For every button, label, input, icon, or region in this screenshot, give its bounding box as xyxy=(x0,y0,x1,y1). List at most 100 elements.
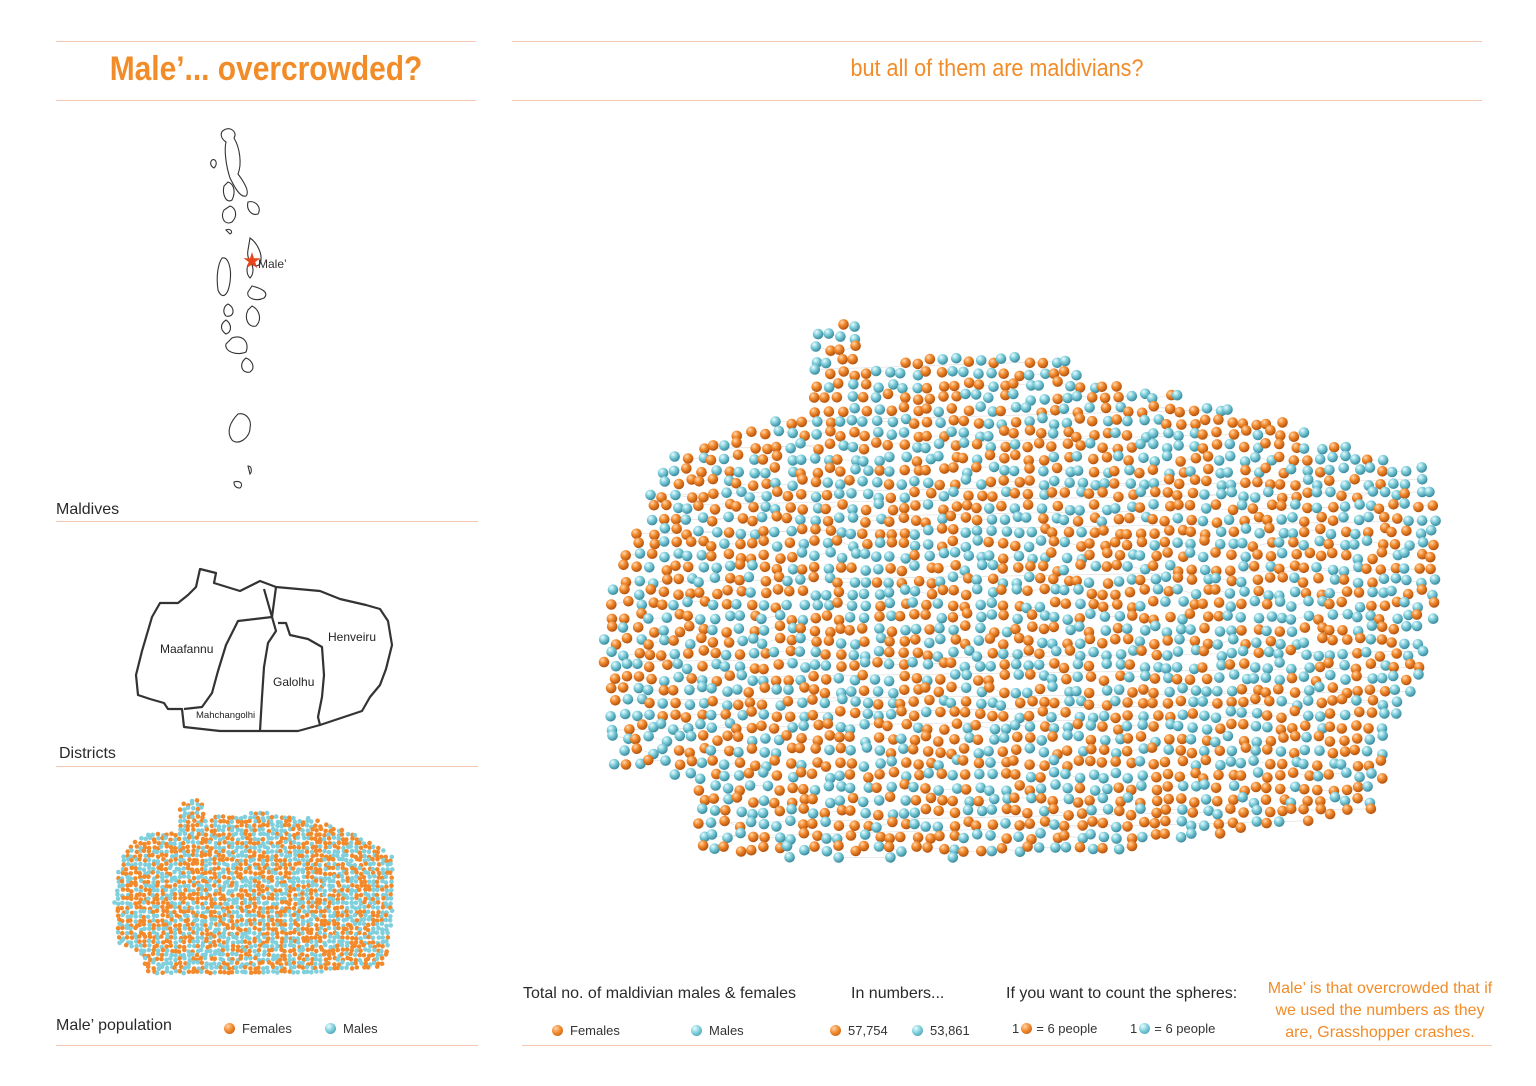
female-sphere xyxy=(643,639,654,650)
male-sphere xyxy=(1149,456,1160,467)
male-sphere xyxy=(1062,782,1073,794)
female-sphere xyxy=(674,759,686,771)
female-sphere xyxy=(269,815,275,820)
male-sphere xyxy=(1387,670,1399,682)
male-sphere xyxy=(266,866,271,871)
female-sphere xyxy=(287,845,293,850)
male-sphere xyxy=(340,939,345,944)
male-sphere xyxy=(989,723,1001,735)
male-sphere xyxy=(632,658,643,670)
female-sphere xyxy=(164,861,169,866)
female-sphere xyxy=(1176,793,1187,804)
male-sphere xyxy=(274,965,280,971)
female-sphere xyxy=(732,449,744,461)
male-sphere xyxy=(985,757,996,768)
female-sphere xyxy=(959,706,971,718)
female-sphere xyxy=(209,897,214,902)
female-sphere xyxy=(253,904,258,909)
male-sphere xyxy=(812,599,824,611)
male-sphere xyxy=(1388,478,1399,489)
male-sphere xyxy=(191,939,196,944)
female-sphere xyxy=(252,938,257,944)
male-sphere xyxy=(782,575,793,587)
male-sphere xyxy=(165,932,170,937)
male-sphere xyxy=(115,888,120,894)
male-sphere xyxy=(247,936,252,941)
female-sphere xyxy=(1172,572,1184,583)
male-sphere xyxy=(795,632,806,644)
male-sphere xyxy=(143,862,148,867)
male-sphere xyxy=(266,891,271,896)
male-sphere xyxy=(1149,540,1160,551)
male-sphere xyxy=(293,896,298,902)
female-sphere xyxy=(1428,597,1440,608)
female-sphere xyxy=(1187,708,1199,719)
female-sphere xyxy=(605,682,617,694)
female-sphere xyxy=(920,464,931,476)
male-sphere xyxy=(769,526,780,538)
female-sphere xyxy=(151,926,156,931)
female-sphere xyxy=(1124,586,1136,598)
female-sphere xyxy=(883,479,895,490)
female-sphere xyxy=(1101,451,1113,463)
male-sphere xyxy=(1012,511,1024,523)
male-sphere xyxy=(761,491,772,502)
female-sphere xyxy=(809,535,820,546)
male-sphere xyxy=(1303,610,1315,622)
female-sphere xyxy=(190,811,195,816)
male-sphere xyxy=(1339,709,1351,721)
female-sphere xyxy=(169,917,174,922)
female-sphere xyxy=(884,516,895,527)
male-sphere xyxy=(116,901,121,907)
male-sphere xyxy=(239,922,244,927)
female-sphere xyxy=(737,513,749,524)
male-sphere xyxy=(328,887,333,892)
male-sphere xyxy=(332,926,338,931)
page-subtitle: but all of them are maldivians? xyxy=(850,55,1144,82)
female-sphere xyxy=(326,961,331,966)
male-sphere xyxy=(349,961,355,966)
female-sphere xyxy=(926,578,938,589)
male-sphere xyxy=(883,577,894,589)
female-sphere xyxy=(920,730,932,742)
female-sphere xyxy=(335,921,341,927)
female-sphere xyxy=(973,418,985,429)
male-sphere xyxy=(860,600,871,612)
female-sphere xyxy=(191,875,197,881)
female-sphere xyxy=(1101,561,1113,572)
female-sphere xyxy=(1314,661,1326,673)
male-sphere xyxy=(371,861,376,866)
male-sphere xyxy=(860,577,872,588)
female-sphere xyxy=(730,501,742,512)
male-sphere xyxy=(705,709,717,721)
male-sphere xyxy=(344,917,350,922)
male-sphere xyxy=(354,948,359,953)
female-sphere xyxy=(781,730,792,741)
male-sphere xyxy=(168,840,173,846)
female-sphere xyxy=(699,794,711,806)
female-sphere xyxy=(1038,623,1050,635)
male-sphere xyxy=(1038,480,1050,491)
male-sphere xyxy=(709,572,721,583)
male-sphere xyxy=(385,930,390,936)
male-sphere xyxy=(151,918,156,923)
female-sphere xyxy=(824,438,836,450)
male-sphere xyxy=(367,874,373,880)
female-sphere xyxy=(1404,658,1416,670)
female-sphere xyxy=(1162,768,1174,780)
male-sphere xyxy=(287,942,293,948)
female-sphere xyxy=(746,706,757,717)
female-sphere xyxy=(849,370,860,382)
female-sphere xyxy=(1226,696,1237,708)
female-sphere xyxy=(743,687,754,698)
female-sphere xyxy=(229,918,235,924)
female-sphere xyxy=(291,929,297,935)
male-sphere xyxy=(924,637,935,649)
female-sphere xyxy=(318,964,324,970)
female-sphere xyxy=(1026,609,1038,620)
male-sphere xyxy=(282,815,288,821)
male-sphere xyxy=(1301,649,1312,661)
male-sphere xyxy=(147,922,152,928)
female-sphere xyxy=(787,551,798,563)
male-sphere xyxy=(1121,623,1133,634)
